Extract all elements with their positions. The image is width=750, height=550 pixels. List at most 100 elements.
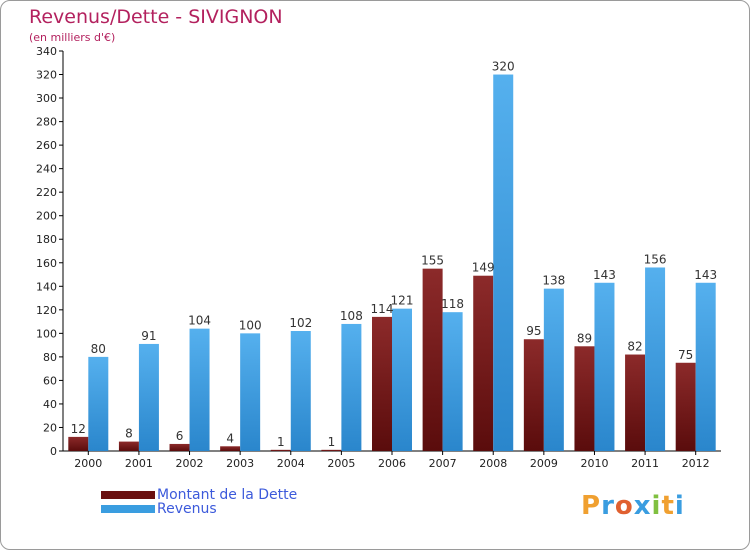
logo-letter: x bbox=[633, 491, 652, 521]
data-label-dette: 6 bbox=[176, 429, 184, 443]
bar-dette bbox=[422, 268, 443, 451]
data-label-revenus: 143 bbox=[593, 268, 616, 282]
x-tick-label: 2006 bbox=[378, 457, 406, 470]
y-tick-label: 220 bbox=[36, 186, 57, 199]
y-tick-label: 200 bbox=[36, 210, 57, 223]
chart-title: Revenus/Dette - SIVIGNON bbox=[29, 6, 283, 28]
y-tick-label: 340 bbox=[36, 45, 57, 58]
bar-revenus bbox=[695, 282, 716, 451]
x-tick-label: 2007 bbox=[429, 457, 457, 470]
chart-subtitle: (en milliers d'€) bbox=[29, 31, 116, 44]
bar-dette bbox=[574, 346, 595, 451]
data-label-revenus: 102 bbox=[289, 316, 312, 330]
bar-revenus bbox=[442, 312, 463, 451]
bar-dette bbox=[118, 441, 139, 451]
x-tick-label: 2005 bbox=[327, 457, 355, 470]
bar-dette bbox=[372, 316, 392, 451]
legend-swatch-dette bbox=[101, 491, 155, 499]
y-tick-label: 180 bbox=[36, 233, 57, 246]
bar-revenus bbox=[290, 331, 311, 451]
y-tick-label: 100 bbox=[36, 327, 57, 340]
x-tick-label: 2004 bbox=[277, 457, 305, 470]
bar-dette bbox=[321, 449, 342, 451]
data-label-revenus: 121 bbox=[391, 294, 414, 308]
data-label-revenus: 118 bbox=[441, 297, 464, 311]
bar-revenus bbox=[594, 282, 615, 451]
data-label-dette: 82 bbox=[627, 340, 642, 354]
x-tick-label: 2011 bbox=[631, 457, 659, 470]
x-tick-label: 2000 bbox=[74, 457, 102, 470]
bar-dette bbox=[523, 339, 544, 451]
data-label-revenus: 143 bbox=[694, 268, 717, 282]
logo-letter: t bbox=[661, 491, 675, 521]
logo-letter: r bbox=[601, 491, 615, 521]
data-label-revenus: 320 bbox=[492, 60, 515, 74]
legend-item-revenus: Revenus bbox=[101, 501, 217, 517]
y-tick-label: 240 bbox=[36, 163, 57, 176]
y-tick-label: 60 bbox=[43, 374, 57, 387]
x-tick-label: 2010 bbox=[580, 457, 608, 470]
logo-letter: P bbox=[581, 491, 602, 521]
bar-dette bbox=[270, 449, 291, 451]
bar-revenus bbox=[88, 356, 109, 451]
bar-dette bbox=[675, 362, 696, 451]
x-tick-label: 2012 bbox=[682, 457, 710, 470]
data-label-dette: 149 bbox=[472, 261, 495, 275]
data-label-dette: 12 bbox=[71, 422, 86, 436]
bar-dette bbox=[220, 446, 241, 451]
data-label-dette: 75 bbox=[678, 348, 693, 362]
data-label-revenus: 91 bbox=[141, 329, 156, 343]
y-tick-label: 160 bbox=[36, 257, 57, 270]
data-label-dette: 89 bbox=[577, 331, 592, 345]
data-label-revenus: 138 bbox=[542, 274, 565, 288]
data-label-dette: 95 bbox=[526, 324, 541, 338]
data-label-revenus: 100 bbox=[239, 318, 262, 332]
x-tick-label: 2002 bbox=[176, 457, 204, 470]
bar-revenus bbox=[189, 328, 210, 451]
data-label-revenus: 108 bbox=[340, 309, 363, 323]
legend-label-revenus: Revenus bbox=[157, 501, 217, 517]
x-tick-label: 2003 bbox=[226, 457, 254, 470]
bar-dette bbox=[169, 443, 190, 451]
y-tick-label: 260 bbox=[36, 139, 57, 152]
logo-letter: i bbox=[674, 491, 685, 521]
data-label-dette: 155 bbox=[421, 254, 444, 268]
y-tick-label: 20 bbox=[43, 421, 57, 434]
legend-label-dette: Montant de la Dette bbox=[157, 487, 298, 503]
bar-revenus bbox=[645, 267, 666, 451]
bar-dette bbox=[68, 436, 89, 451]
logo-letter: i bbox=[651, 491, 662, 521]
y-tick-label: 40 bbox=[43, 398, 57, 411]
bar-revenus bbox=[240, 333, 261, 451]
data-label-dette: 8 bbox=[125, 427, 133, 441]
legend-item-dette: Montant de la Dette bbox=[101, 487, 298, 503]
y-tick-label: 280 bbox=[36, 116, 57, 129]
x-tick-label: 2008 bbox=[479, 457, 507, 470]
bar-revenus bbox=[493, 74, 514, 451]
y-tick-label: 80 bbox=[43, 351, 57, 364]
legend-swatch-revenus bbox=[101, 505, 155, 513]
x-tick-label: 2001 bbox=[125, 457, 153, 470]
y-tick-label: 300 bbox=[36, 92, 57, 105]
data-label-revenus: 80 bbox=[91, 342, 106, 356]
data-label-revenus: 156 bbox=[644, 252, 667, 266]
bar-revenus bbox=[543, 288, 564, 451]
y-tick-label: 120 bbox=[36, 304, 57, 317]
data-label-dette: 1 bbox=[277, 435, 285, 449]
bar-revenus bbox=[138, 343, 159, 451]
bar-revenus bbox=[341, 323, 362, 451]
data-label-revenus: 104 bbox=[188, 314, 211, 328]
y-tick-label: 0 bbox=[50, 445, 57, 458]
bars bbox=[68, 74, 716, 451]
x-tick-label: 2009 bbox=[530, 457, 558, 470]
data-label-dette: 114 bbox=[371, 302, 394, 316]
data-label-dette: 1 bbox=[328, 435, 336, 449]
bar-revenus bbox=[392, 308, 412, 451]
data-label-dette: 4 bbox=[226, 431, 234, 445]
y-tick-label: 140 bbox=[36, 280, 57, 293]
y-tick-label: 320 bbox=[36, 69, 57, 82]
bar-dette bbox=[473, 275, 494, 451]
